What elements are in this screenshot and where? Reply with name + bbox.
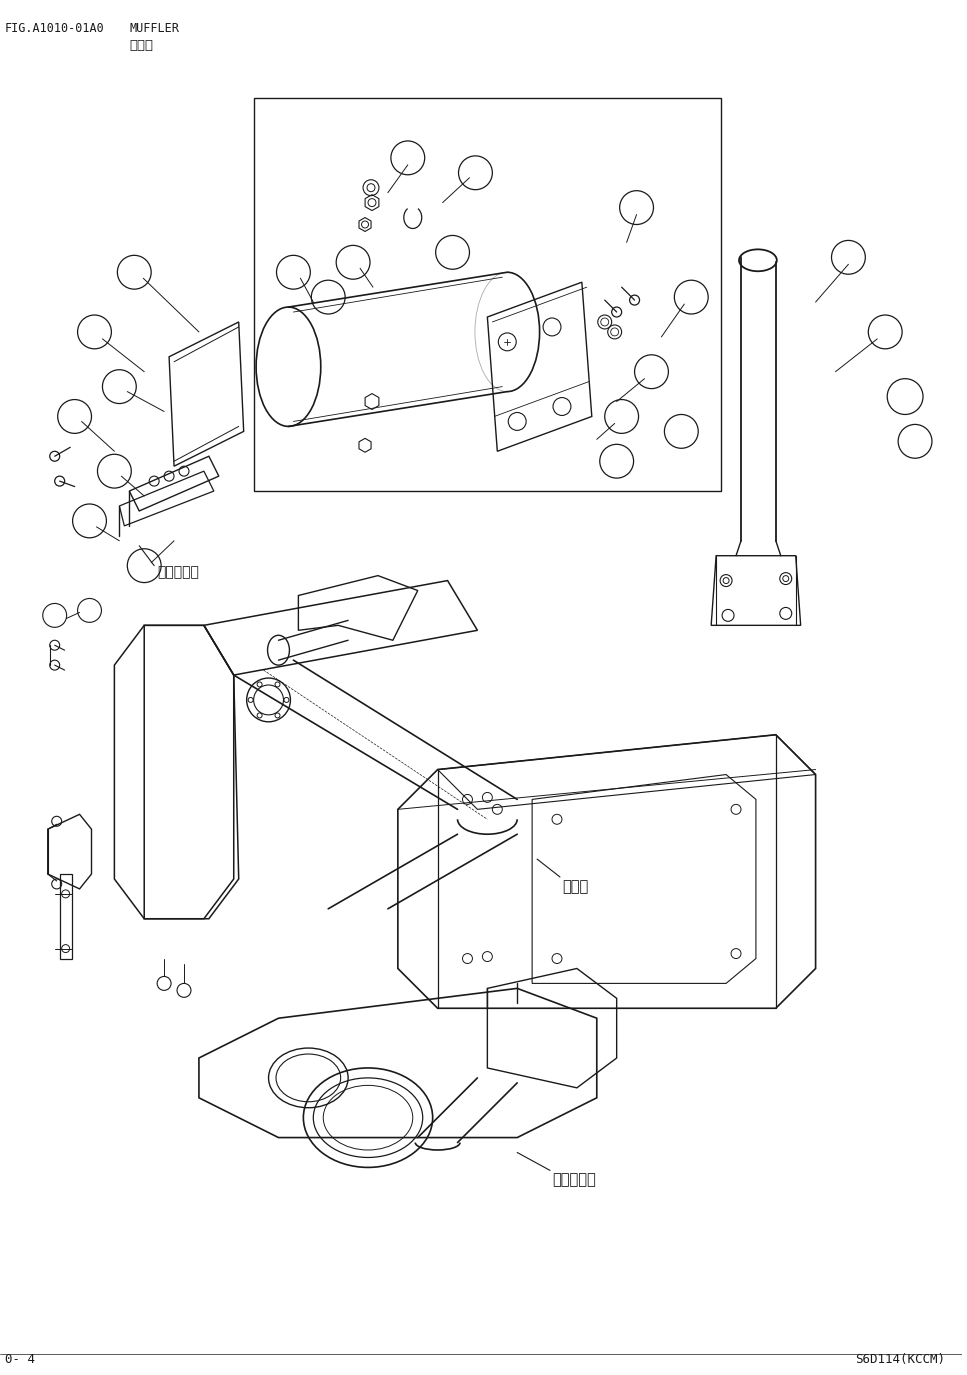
Text: 发动机: 发动机 (562, 879, 588, 894)
Text: FIG.A1010-01A0: FIG.A1010-01A0 (5, 22, 104, 34)
Text: 消音器: 消音器 (130, 40, 154, 52)
Text: 0- 4: 0- 4 (5, 1353, 35, 1367)
Text: 发动机轴带: 发动机轴带 (158, 565, 199, 580)
Text: MUFFLER: MUFFLER (130, 22, 179, 34)
Text: 浡轮增压器: 浡轮增压器 (552, 1173, 596, 1188)
Text: S6D114(KCCM): S6D114(KCCM) (856, 1353, 946, 1367)
